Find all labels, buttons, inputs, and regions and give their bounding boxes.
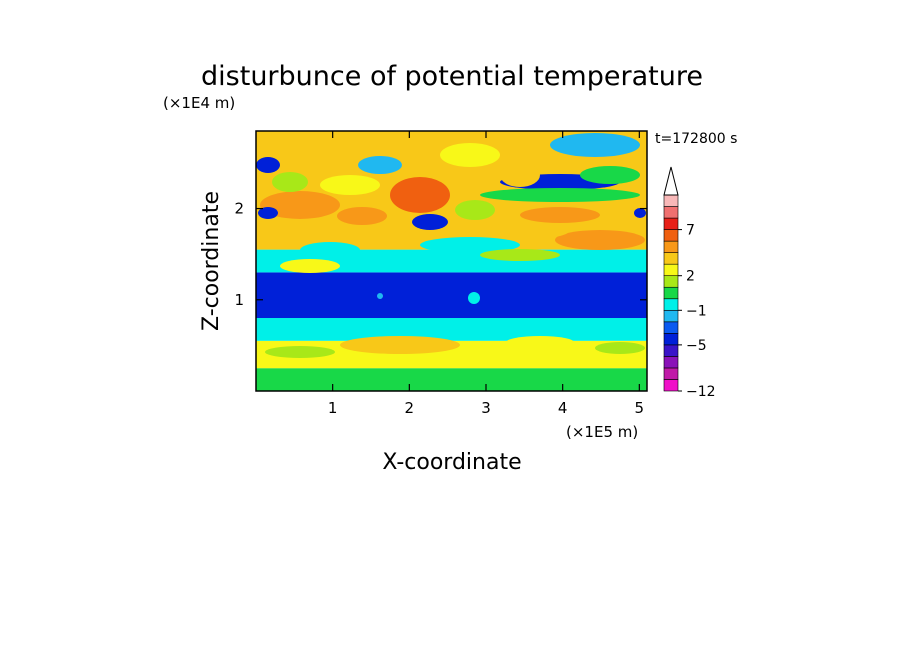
field-blob bbox=[440, 143, 500, 167]
field-blob bbox=[480, 249, 560, 261]
field-blob bbox=[280, 259, 340, 273]
field-blob bbox=[340, 336, 460, 354]
colorbar-swatch bbox=[663, 333, 679, 346]
y-tick-label: 2 bbox=[234, 200, 244, 218]
colorbar-swatch bbox=[663, 206, 679, 219]
field-blob bbox=[412, 214, 448, 230]
x-axis-label: X-coordinate bbox=[382, 450, 521, 475]
x-axis: 1 2 3 4 5 bbox=[328, 131, 644, 417]
field-band bbox=[256, 272, 647, 319]
field-blob bbox=[258, 207, 278, 219]
colorbar-tick-label: 7 bbox=[686, 223, 695, 239]
x-tick-label: 3 bbox=[481, 399, 491, 417]
field-blob bbox=[256, 157, 280, 173]
field-blob bbox=[550, 133, 640, 157]
field-blob bbox=[358, 156, 402, 174]
field-blob bbox=[320, 175, 380, 195]
colorbar-swatch bbox=[663, 252, 679, 265]
colorbar-swatch bbox=[663, 217, 679, 230]
colorbar-swatch bbox=[663, 263, 679, 277]
y-unit-label: (×1E4 m) bbox=[163, 94, 235, 112]
contour-field bbox=[256, 131, 647, 391]
colorbar-swatch bbox=[663, 344, 679, 357]
chart-title: disturbunce of potential temperature bbox=[201, 61, 703, 92]
field-blob bbox=[595, 342, 645, 354]
field-band bbox=[256, 368, 647, 391]
x-tick-label: 4 bbox=[558, 399, 568, 417]
colorbar-tick-label: 2 bbox=[686, 269, 695, 285]
colorbar-swatch bbox=[663, 194, 679, 207]
plot-frame bbox=[255, 130, 648, 392]
field-blob bbox=[480, 188, 640, 202]
colorbar-swatch bbox=[663, 367, 679, 380]
colorbar-swatch bbox=[663, 240, 679, 253]
colorbar-swatch bbox=[663, 356, 679, 369]
time-label: t=172800 s bbox=[655, 131, 737, 147]
colorbar-tick-label: −12 bbox=[686, 384, 716, 400]
x-tick-label: 2 bbox=[405, 399, 415, 417]
colorbar-tick-label: −1 bbox=[686, 303, 707, 319]
field-blob bbox=[377, 293, 383, 299]
field-blob bbox=[500, 163, 540, 187]
colorbar-tick-label: −5 bbox=[686, 338, 707, 354]
colorbar-swatch bbox=[663, 309, 679, 323]
colorbar-swatch bbox=[663, 298, 679, 311]
field-blob bbox=[505, 336, 575, 350]
colorbar-swatch bbox=[663, 229, 679, 242]
field-blob bbox=[272, 172, 308, 192]
field-blob bbox=[634, 208, 646, 218]
colorbar: 7 2 −1 −5 −12 bbox=[663, 166, 716, 400]
field-blob bbox=[265, 346, 335, 358]
colorbar-swatch bbox=[663, 379, 679, 392]
colorbar-swatch bbox=[663, 286, 679, 300]
field-blob bbox=[420, 237, 520, 253]
field-blob bbox=[555, 230, 645, 250]
field-band bbox=[256, 318, 647, 341]
field-blob bbox=[580, 166, 640, 184]
colorbar-swatch bbox=[663, 321, 679, 334]
field-blob bbox=[490, 221, 570, 239]
y-tick-label: 1 bbox=[234, 291, 244, 309]
field-blob bbox=[455, 200, 495, 220]
y-axis: 12 bbox=[234, 200, 647, 309]
colorbar-extend-arrow bbox=[663, 166, 679, 196]
field-blob bbox=[390, 177, 450, 213]
x-unit-label: (×1E5 m) bbox=[566, 423, 638, 441]
field-blob bbox=[300, 242, 360, 258]
x-tick-label: 5 bbox=[635, 399, 645, 417]
field-blob bbox=[468, 292, 480, 304]
colorbar-swatch bbox=[663, 275, 679, 288]
field-blob bbox=[337, 207, 387, 225]
field-blob bbox=[520, 207, 600, 223]
x-tick-label: 1 bbox=[328, 399, 338, 417]
field-blob bbox=[260, 191, 340, 219]
y-axis-label: Z-coordinate bbox=[199, 191, 224, 331]
